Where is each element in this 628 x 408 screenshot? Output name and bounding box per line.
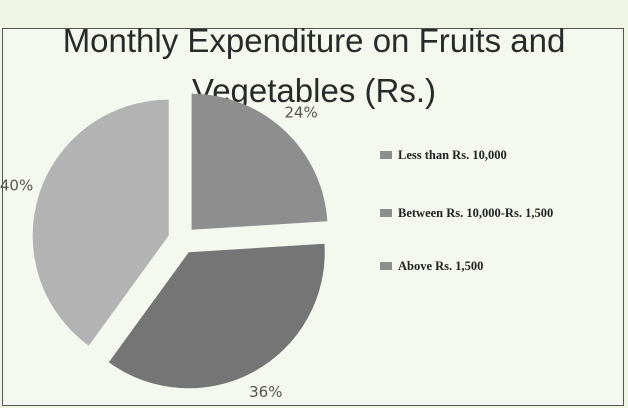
legend-entry: Between Rs. 10,000-Rs. 1,500 <box>380 206 625 221</box>
legend-label: Less than Rs. 10,000 <box>398 148 507 162</box>
pie-slice <box>191 93 328 230</box>
legend-entry: Above Rs. 1,500 <box>380 259 625 274</box>
pie-slice <box>32 99 169 346</box>
data-label: 40% <box>0 177 33 195</box>
data-label: 36% <box>249 383 282 401</box>
chart-title: Monthly Expenditure on Fruits and Vegeta… <box>62 22 566 109</box>
legend-swatch <box>380 209 392 217</box>
legend-swatch <box>380 262 392 270</box>
legend-entry: Less than Rs. 10,000 <box>380 148 625 163</box>
legend-label: Between Rs. 10,000-Rs. 1,500 <box>398 206 554 220</box>
pie-slice <box>108 243 325 389</box>
data-label: 24% <box>284 104 317 122</box>
legend-swatch <box>380 151 392 159</box>
legend-label: Above Rs. 1,500 <box>398 259 484 273</box>
